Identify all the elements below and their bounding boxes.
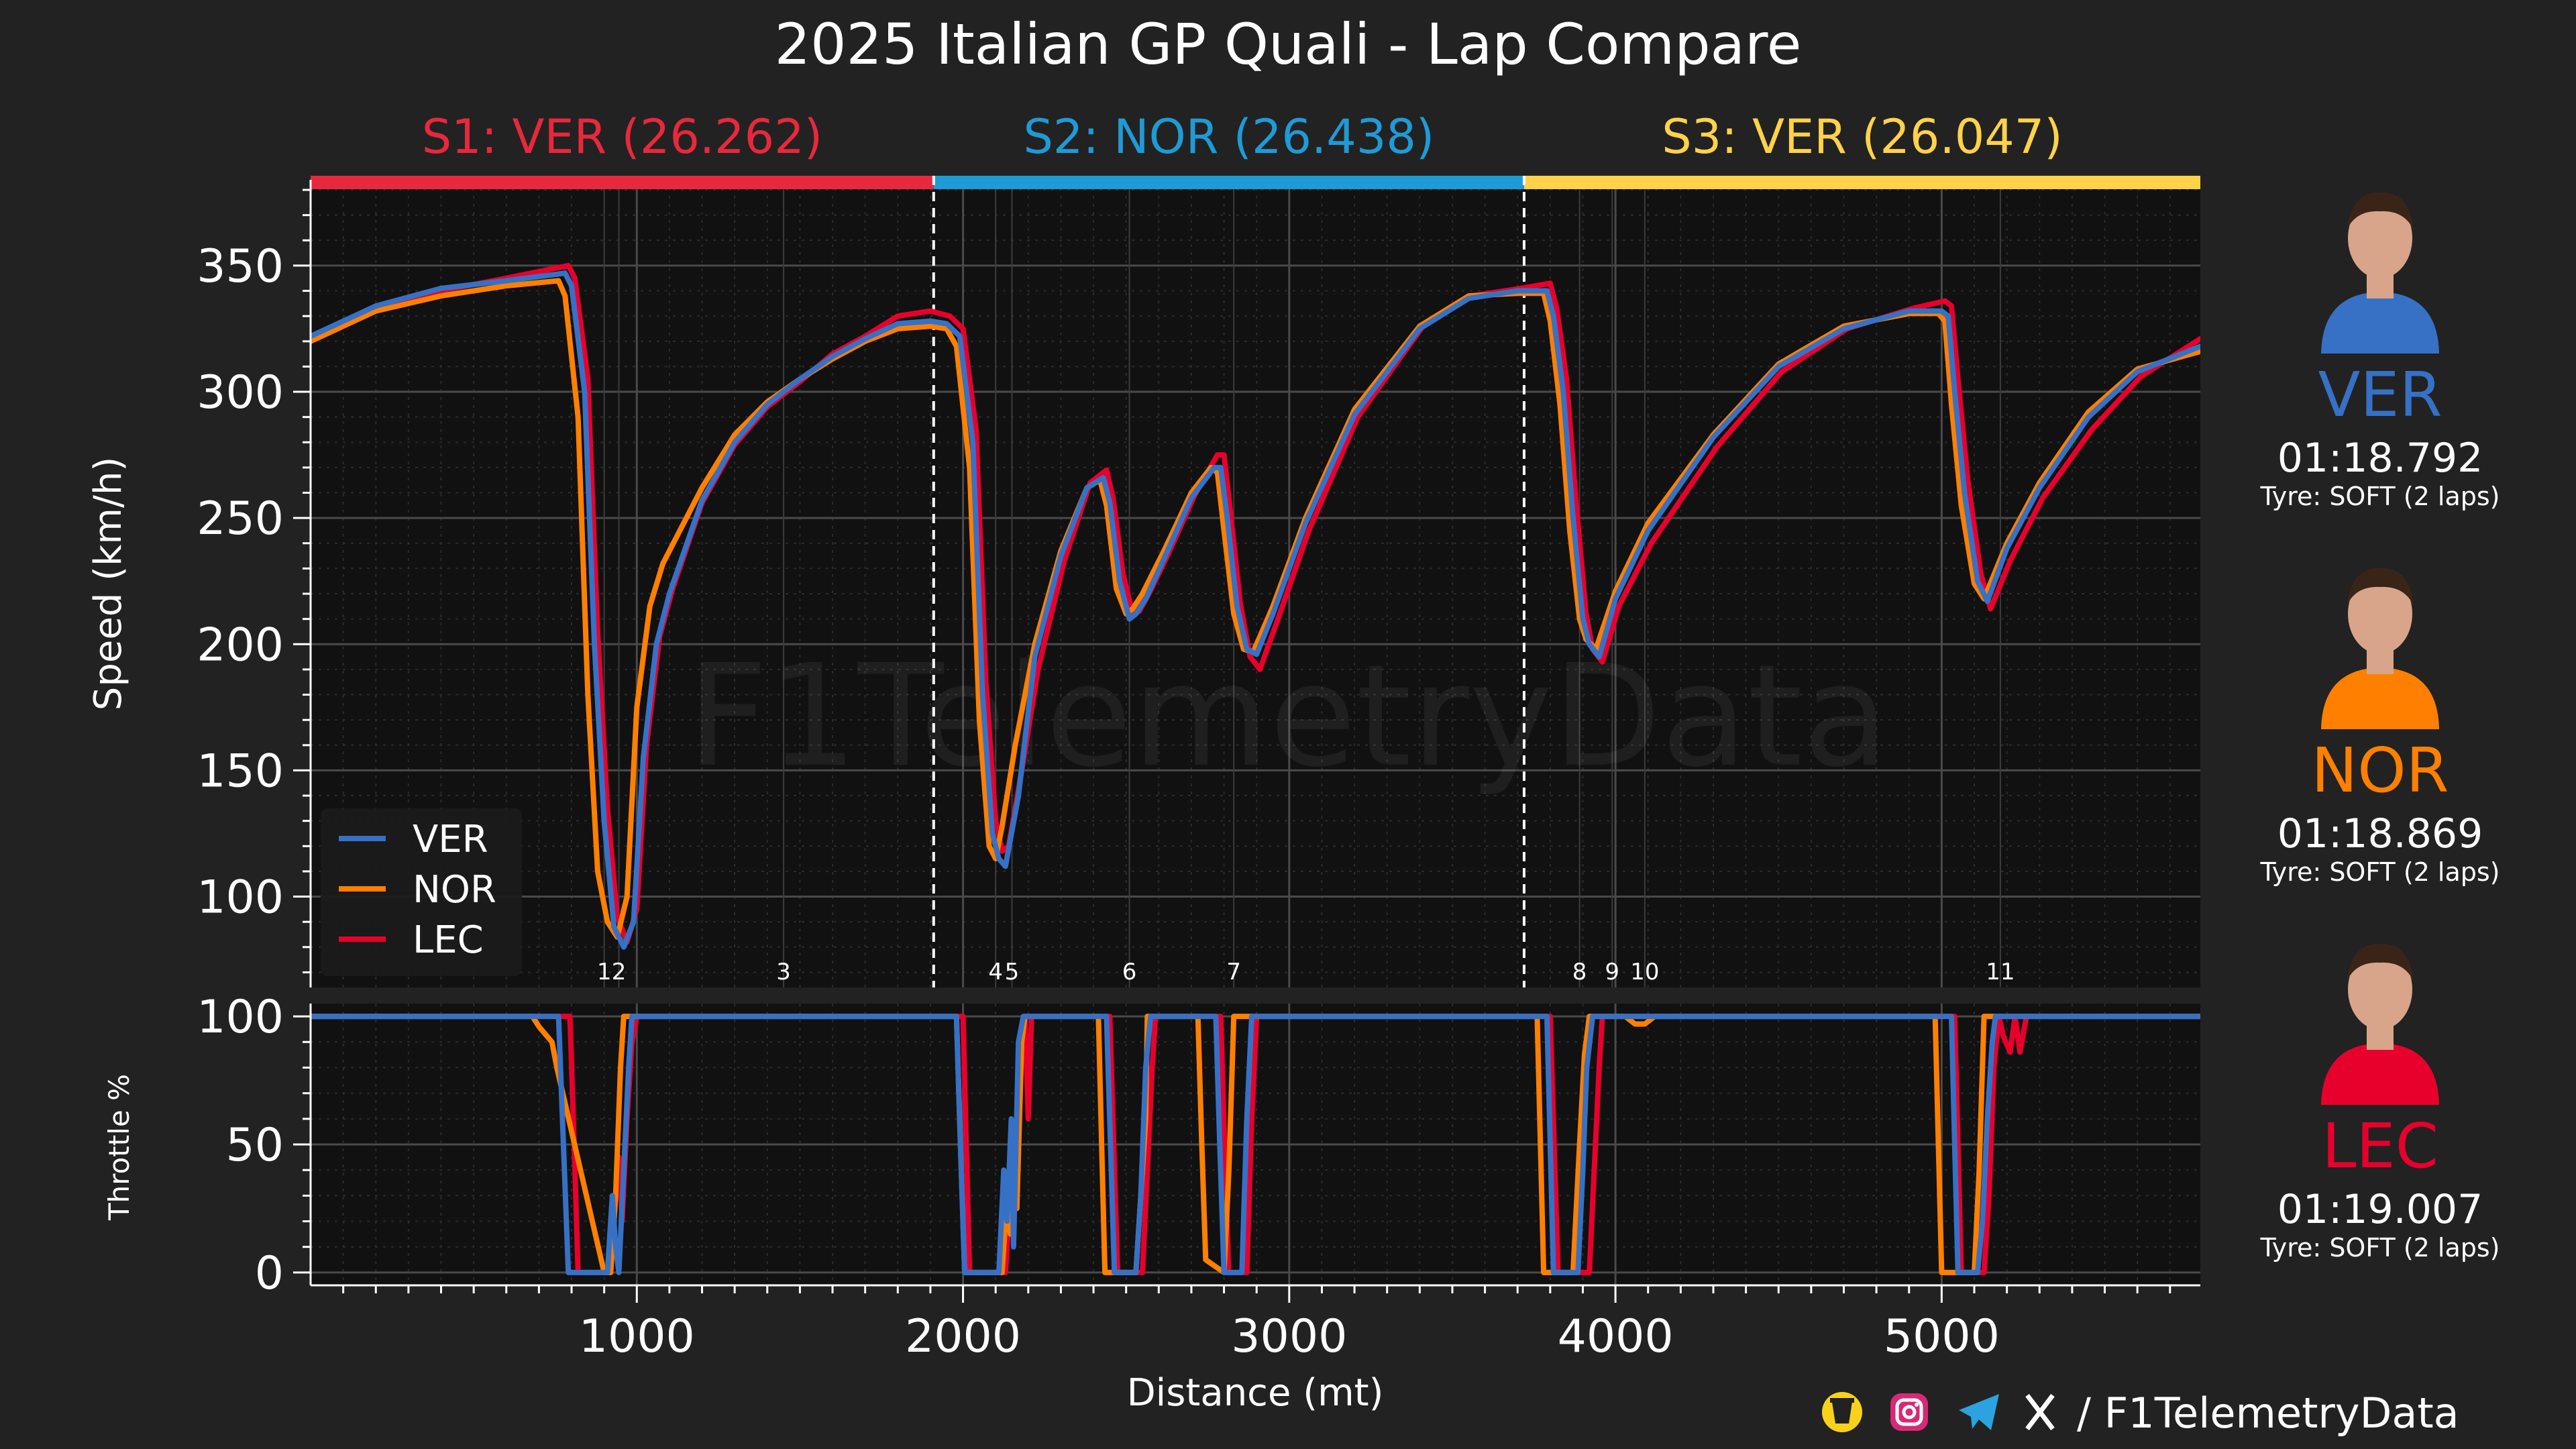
driver-code: VER [2318, 359, 2443, 431]
driver-lap-time: 01:18.869 [2277, 810, 2483, 857]
watermark: F1TelemetryData [687, 634, 1889, 798]
sector-bar [1523, 176, 2200, 189]
corner-label: 10 [1630, 959, 1659, 985]
throttle-line-ver [311, 1014, 2200, 1275]
speed-y-tick-label: 100 [197, 871, 284, 924]
legend-label: LEC [413, 918, 484, 962]
chart-title: 2025 Italian GP Quali - Lap Compare [775, 11, 1802, 77]
x-tick-label: 3000 [1231, 1310, 1347, 1363]
speed-y-tick-label: 350 [197, 240, 284, 293]
driver-avatar-hair [2347, 568, 2414, 606]
sector-bar [311, 176, 934, 189]
coffee-icon [1822, 1392, 1862, 1432]
sector-label: S1: VER (26.262) [422, 109, 822, 164]
corner-label: 6 [1122, 959, 1137, 985]
speed-lines [311, 262, 2200, 950]
corner-label: 11 [1986, 959, 2015, 985]
throttle-y-tick-label: 100 [197, 991, 284, 1044]
legend-box [321, 808, 522, 976]
driver-avatar-shoulders [2321, 292, 2439, 354]
driver-avatar-head [2348, 198, 2412, 278]
social-footer: / F1TelemetryData [1822, 1389, 2459, 1438]
driver-avatar [2321, 192, 2439, 354]
social-handle: / F1TelemetryData [2077, 1389, 2459, 1438]
corner-label: 8 [1572, 959, 1587, 985]
driver-lap-time: 01:19.007 [2277, 1186, 2483, 1233]
driver-code: NOR [2311, 735, 2449, 806]
driver-avatar-hair [2347, 192, 2414, 230]
speed-line-ver [311, 270, 2200, 950]
throttle-y-tick-label: 0 [255, 1247, 284, 1300]
sector-bar [933, 176, 1524, 189]
telegram-icon [1959, 1394, 1999, 1430]
driver-avatar-shoulders [2321, 667, 2439, 729]
speed-y-tick-label: 200 [197, 619, 284, 672]
corner-label: 5 [1005, 959, 1020, 985]
x-tick-label: 4000 [1558, 1310, 1674, 1363]
driver-tyre: Tyre: SOFT (2 laps) [2259, 482, 2500, 511]
driver-avatar-head [2348, 574, 2412, 654]
speed-axis-title: Speed (km/h) [87, 457, 130, 710]
corner-label: 2 [612, 959, 627, 985]
x-icon [2025, 1393, 2055, 1431]
throttle-axis-title: Throttle % [103, 1074, 136, 1221]
driver-avatar-head [2348, 949, 2412, 1030]
corner-label: 1 [597, 959, 612, 985]
driver-tyre: Tyre: SOFT (2 laps) [2259, 857, 2500, 887]
x-tick-label: 1000 [579, 1310, 695, 1363]
throttle-y-axis: 0 50 100 [197, 991, 312, 1300]
driver-avatar [2321, 568, 2439, 729]
corner-label: 4 [988, 959, 1003, 985]
legend: VER NOR LEC [321, 808, 522, 976]
sector-bars: S1: VER (26.262) S2: NOR (26.438) S3: VER … [311, 109, 2200, 987]
speed-grid [311, 180, 2200, 987]
instagram-icon [1890, 1393, 1928, 1431]
speed-y-tick-label: 300 [197, 366, 284, 419]
legend-label: VER [413, 818, 488, 861]
sector-label: S3: VER (26.047) [1662, 109, 2062, 164]
speed-y-tick-label: 250 [197, 492, 284, 545]
driver-lap-time: 01:18.792 [2277, 435, 2483, 482]
x-tick-label: 5000 [1884, 1310, 2000, 1363]
throttle-lines [311, 1014, 2200, 1275]
speed-y-tick-label: 150 [197, 745, 284, 798]
sector-label: S2: NOR (26.438) [1024, 109, 1435, 164]
corner-label: 3 [776, 959, 791, 985]
driver-avatar [2321, 943, 2439, 1105]
distance-axis-title: Distance (mt) [1127, 1371, 1384, 1415]
legend-label: NOR [413, 868, 496, 912]
driver-avatar-shoulders [2321, 1043, 2439, 1105]
corner-labels: 1 2 3 4 5 6 7 8 9 10 11 [597, 959, 2015, 985]
corner-label: 9 [1605, 959, 1619, 985]
speed-y-axis: 100 150 200 250 300 350 [197, 180, 312, 987]
throttle-y-tick-label: 50 [225, 1119, 284, 1172]
corner-label: 7 [1226, 959, 1241, 985]
distance-x-axis: 1000 2000 3000 4000 5000 [311, 1284, 2200, 1363]
driver-avatar-hair [2347, 943, 2414, 981]
driver-tyre: Tyre: SOFT (2 laps) [2259, 1233, 2500, 1263]
driver-code: LEC [2322, 1110, 2438, 1182]
x-tick-label: 2000 [905, 1310, 1021, 1363]
